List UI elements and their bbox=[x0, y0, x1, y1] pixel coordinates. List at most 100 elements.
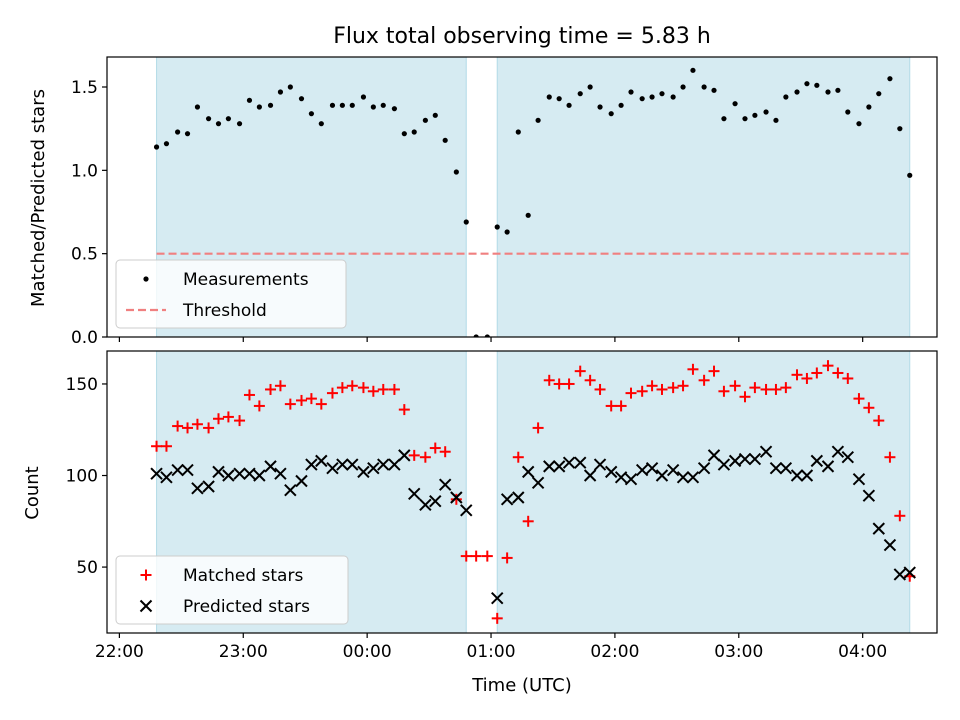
top-point bbox=[721, 116, 727, 122]
top-y-tick-label: 1.5 bbox=[71, 78, 98, 98]
bottom-point-stroke bbox=[171, 463, 184, 477]
bottom-point-stroke bbox=[821, 460, 835, 473]
top-point bbox=[184, 131, 191, 137]
top-point bbox=[318, 121, 324, 127]
top-point bbox=[432, 112, 438, 118]
bottom-point bbox=[574, 365, 586, 377]
x-axis-label: Time (UTC) bbox=[471, 675, 572, 696]
bottom-point bbox=[501, 552, 513, 564]
bottom-point bbox=[222, 411, 234, 423]
bottom-point bbox=[295, 474, 308, 488]
bottom-point-stroke bbox=[759, 445, 773, 458]
top-point bbox=[515, 129, 521, 135]
top-point bbox=[566, 102, 572, 108]
bottom-point-stroke bbox=[202, 480, 215, 493]
bottom-point-stroke bbox=[852, 472, 866, 486]
bottom-point bbox=[522, 515, 534, 527]
bottom-point-stroke bbox=[191, 482, 204, 495]
bottom-point bbox=[543, 460, 556, 473]
bottom-point bbox=[656, 383, 668, 395]
bottom-point-stroke bbox=[614, 471, 628, 484]
bottom-point bbox=[171, 463, 184, 477]
bottom-point bbox=[822, 360, 834, 372]
bottom-point-stroke bbox=[728, 454, 742, 468]
bottom-point bbox=[253, 400, 265, 412]
bottom-point bbox=[562, 456, 576, 469]
bottom-point bbox=[243, 389, 255, 401]
bottom-point bbox=[574, 456, 587, 469]
bottom-point bbox=[624, 472, 638, 486]
top-point bbox=[887, 76, 893, 82]
top-point bbox=[246, 97, 253, 103]
top-shaded-interval-1 bbox=[496, 57, 911, 337]
bottom-point-stroke bbox=[160, 471, 173, 484]
bottom-point bbox=[770, 383, 782, 395]
top-point bbox=[814, 82, 820, 88]
bottom-point bbox=[160, 440, 172, 452]
bottom-point bbox=[832, 367, 844, 379]
bottom-x-tick-label: 22:00 bbox=[95, 642, 144, 662]
bottom-legend-label: Predicted stars bbox=[183, 597, 310, 617]
top-legend-marker bbox=[143, 276, 149, 282]
top-point bbox=[701, 84, 707, 90]
top-point bbox=[835, 87, 841, 93]
bottom-point bbox=[873, 415, 885, 427]
bottom-point-stroke bbox=[593, 458, 607, 471]
bottom-point bbox=[801, 372, 813, 384]
top-point bbox=[380, 102, 386, 108]
top-legend-label: Measurements bbox=[183, 270, 309, 290]
bottom-point bbox=[893, 568, 907, 581]
bottom-point bbox=[450, 491, 463, 504]
bottom-point bbox=[398, 404, 410, 416]
bottom-point bbox=[429, 442, 441, 454]
bottom-point bbox=[697, 461, 711, 475]
bottom-point-stroke bbox=[315, 454, 328, 468]
bottom-point-stroke bbox=[284, 483, 297, 497]
bottom-point bbox=[264, 460, 277, 473]
bottom-point bbox=[563, 378, 575, 390]
bottom-shaded-interval-1 bbox=[496, 351, 911, 633]
top-point bbox=[153, 144, 160, 150]
bottom-point-stroke bbox=[841, 451, 855, 464]
bottom-y-tick-label: 50 bbox=[76, 558, 98, 578]
top-point bbox=[732, 101, 738, 107]
bottom-legend-marker-stroke bbox=[139, 599, 153, 613]
top-point bbox=[308, 111, 315, 117]
bottom-point bbox=[687, 363, 699, 375]
top-point bbox=[577, 91, 583, 97]
bottom-point bbox=[883, 538, 897, 552]
bottom-point bbox=[408, 449, 420, 461]
bottom-point bbox=[243, 467, 256, 480]
bottom-point-stroke bbox=[326, 461, 339, 475]
top-point bbox=[794, 89, 800, 95]
top-point bbox=[287, 84, 293, 90]
bottom-series-0 bbox=[151, 360, 916, 624]
bottom-point-stroke bbox=[872, 522, 885, 535]
bottom-point bbox=[336, 458, 349, 471]
bottom-point bbox=[388, 458, 401, 471]
bottom-point bbox=[388, 383, 400, 395]
bottom-point bbox=[253, 469, 266, 482]
bottom-point-stroke bbox=[604, 465, 618, 479]
bottom-point-stroke bbox=[790, 469, 804, 482]
top-point bbox=[856, 121, 862, 127]
top-point bbox=[907, 172, 913, 178]
bottom-point bbox=[645, 461, 659, 475]
bottom-point-stroke bbox=[862, 489, 876, 502]
top-point bbox=[866, 104, 872, 110]
bottom-point bbox=[491, 592, 504, 605]
top-point bbox=[360, 94, 367, 100]
bottom-point bbox=[326, 461, 339, 475]
bottom-point-stroke bbox=[150, 467, 163, 480]
bottom-point bbox=[429, 494, 442, 508]
bottom-point bbox=[357, 382, 369, 394]
top-point bbox=[453, 169, 459, 175]
top-y-tick-label: 1.0 bbox=[71, 161, 98, 181]
bottom-point-stroke bbox=[583, 469, 597, 482]
bottom-point bbox=[852, 472, 866, 486]
bottom-point-stroke bbox=[707, 449, 721, 462]
top-point bbox=[411, 129, 417, 135]
bottom-point bbox=[182, 422, 194, 434]
bottom-point bbox=[151, 440, 163, 452]
top-point bbox=[473, 334, 479, 337]
